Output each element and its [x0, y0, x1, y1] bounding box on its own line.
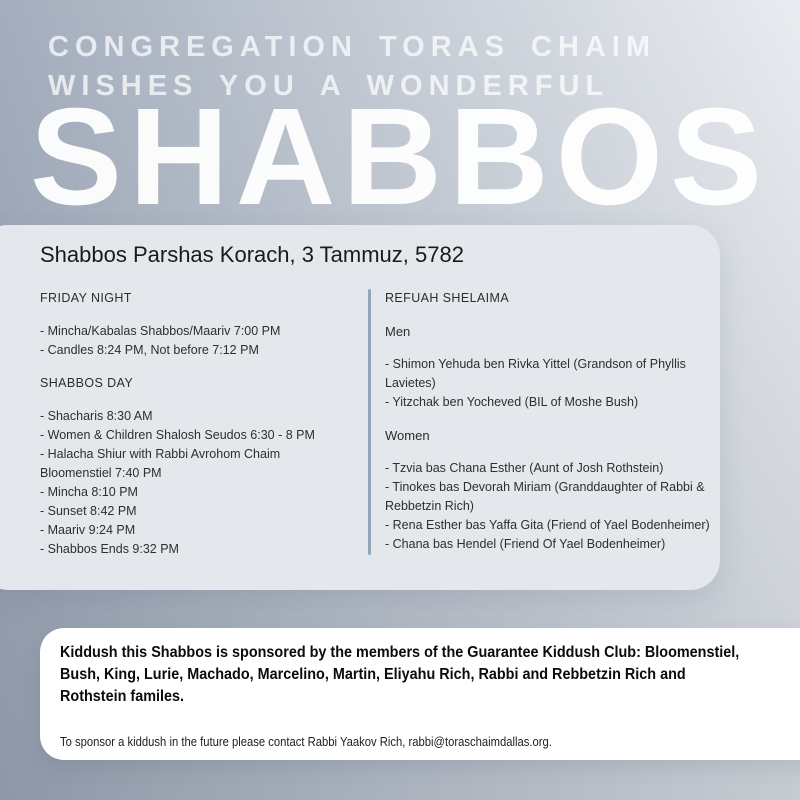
schedule-line: - Candles 8:24 PM, Not before 7:12 PM	[40, 343, 259, 357]
refuah-line: - Rena Esther bas Yaffa Gita (Friend of …	[385, 518, 710, 532]
kiddush-sponsor-text: Kiddush this Shabbos is sponsored by the…	[60, 644, 740, 705]
schedule-line: - Halacha Shiur with Rabbi Avrohom Chaim…	[40, 447, 281, 480]
schedule-line: - Women & Children Shalosh Seudos 6:30 -…	[40, 428, 315, 442]
shabbos-day-header: SHABBOS DAY	[40, 376, 134, 390]
masthead-line-2: WISHES YOU A WONDERFUL	[48, 70, 610, 102]
men-header: Men	[385, 324, 411, 339]
kiddush-contact-text: To sponsor a kiddush in the future pleas…	[60, 735, 552, 749]
friday-night-list: - Mincha/Kabalas Shabbos/Maariv 7:00 PM -…	[40, 322, 352, 360]
schedule-line: - Sunset 8:42 PM	[40, 504, 137, 518]
women-header: Women	[385, 428, 430, 443]
refuah-header: REFUAH SHELAIMA	[385, 291, 510, 305]
schedule-line: - Shacharis 8:30 AM	[40, 409, 153, 423]
schedule-line: - Shabbos Ends 9:32 PM	[40, 542, 179, 556]
column-divider	[368, 289, 371, 555]
refuah-line: - Tzvia bas Chana Esther (Aunt of Josh R…	[385, 461, 664, 475]
refuah-column: REFUAH SHELAIMA Men - Shimon Yehuda ben …	[385, 289, 719, 573]
schedule-columns: FRIDAY NIGHT - Mincha/Kabalas Shabbos/Ma…	[40, 289, 720, 573]
schedule-line: - Maariv 9:24 PM	[40, 523, 136, 537]
shabbos-title: SHABBOS	[30, 80, 770, 234]
kiddush-card-content: Kiddush this Shabbos is sponsored by the…	[60, 642, 755, 751]
women-list: - Tzvia bas Chana Esther (Aunt of Josh R…	[385, 459, 719, 554]
friday-night-header: FRIDAY NIGHT	[40, 291, 132, 305]
shabbos-day-section: SHABBOS DAY - Shacharis 8:30 AM - Women &…	[40, 374, 352, 559]
friday-night-section: FRIDAY NIGHT - Mincha/Kabalas Shabbos/Ma…	[40, 289, 352, 360]
women-group: Women - Tzvia bas Chana Esther (Aunt of …	[385, 426, 719, 554]
men-group: Men - Shimon Yehuda ben Rivka Yittel (Gr…	[385, 322, 719, 412]
schedule-column: FRIDAY NIGHT - Mincha/Kabalas Shabbos/Ma…	[40, 289, 352, 573]
refuah-line: - Chana bas Hendel (Friend Of Yael Boden…	[385, 537, 666, 551]
refuah-line: - Yitzchak ben Yocheved (BIL of Moshe Bu…	[385, 395, 639, 409]
men-list: - Shimon Yehuda ben Rivka Yittel (Grands…	[385, 355, 719, 412]
shabbos-day-list: - Shacharis 8:30 AM - Women & Children Sh…	[40, 407, 352, 559]
parsha-title: Shabbos Parshas Korach, 3 Tammuz, 5782	[40, 242, 464, 267]
schedule-card: Shabbos Parshas Korach, 3 Tammuz, 5782 F…	[0, 225, 720, 590]
schedule-line: - Mincha/Kabalas Shabbos/Maariv 7:00 PM	[40, 324, 281, 338]
refuah-line: - Tinokes bas Devorah Miriam (Granddaugh…	[385, 480, 705, 513]
masthead-line-1: CONGREGATION TORAS CHAIM	[48, 31, 657, 63]
kiddush-card: Kiddush this Shabbos is sponsored by the…	[40, 628, 800, 760]
schedule-line: - Mincha 8:10 PM	[40, 485, 138, 499]
refuah-line: - Shimon Yehuda ben Rivka Yittel (Grands…	[385, 357, 686, 390]
